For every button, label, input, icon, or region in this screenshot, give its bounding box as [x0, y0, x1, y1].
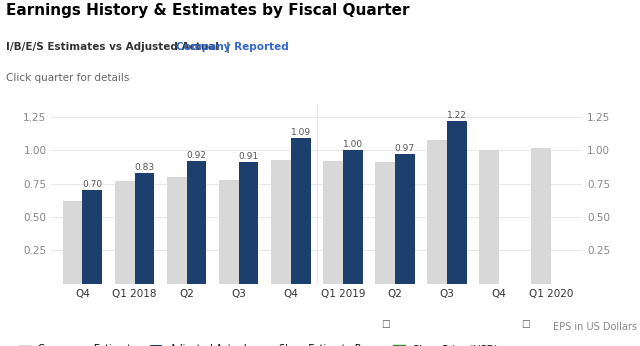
Text: 1.00: 1.00	[342, 140, 363, 149]
Text: 0.92: 0.92	[186, 151, 207, 160]
Text: Company Reported: Company Reported	[176, 42, 289, 52]
Bar	[187, 161, 206, 284]
Bar	[291, 138, 310, 284]
Bar	[375, 162, 395, 284]
Bar	[343, 151, 363, 284]
Text: Click quarter for details: Click quarter for details	[6, 73, 130, 83]
Text: Earnings History & Estimates by Fiscal Quarter: Earnings History & Estimates by Fiscal Q…	[6, 3, 410, 18]
Text: 1.22: 1.22	[447, 110, 467, 119]
Text: 0.70: 0.70	[83, 180, 102, 189]
Bar	[167, 177, 187, 284]
Bar	[323, 161, 343, 284]
Bar	[115, 181, 134, 284]
Text: EPS in US Dollars: EPS in US Dollars	[553, 322, 637, 332]
Text: 0.91: 0.91	[239, 152, 259, 161]
Text: 1.09: 1.09	[291, 128, 310, 137]
Text: 0.97: 0.97	[395, 144, 415, 153]
Bar	[239, 162, 259, 284]
Text: ☐: ☐	[522, 320, 531, 330]
Bar	[447, 121, 467, 284]
Bar	[428, 140, 447, 284]
Bar	[271, 160, 291, 284]
Text: I/B/E/S Estimates vs Adjusted Actual  |: I/B/E/S Estimates vs Adjusted Actual |	[6, 42, 237, 53]
Bar	[531, 148, 551, 284]
Bar	[479, 151, 499, 284]
Bar	[395, 154, 415, 284]
Legend: Consensus Estimates, Adjusted Actuals, Show Estimate Range, Show Price (USD): Consensus Estimates, Adjusted Actuals, S…	[19, 344, 498, 346]
Bar	[219, 180, 239, 284]
Text: 0.83: 0.83	[134, 163, 154, 172]
Bar	[83, 190, 102, 284]
Bar	[134, 173, 154, 284]
Text: ☐: ☐	[381, 320, 390, 330]
Bar	[63, 201, 83, 284]
